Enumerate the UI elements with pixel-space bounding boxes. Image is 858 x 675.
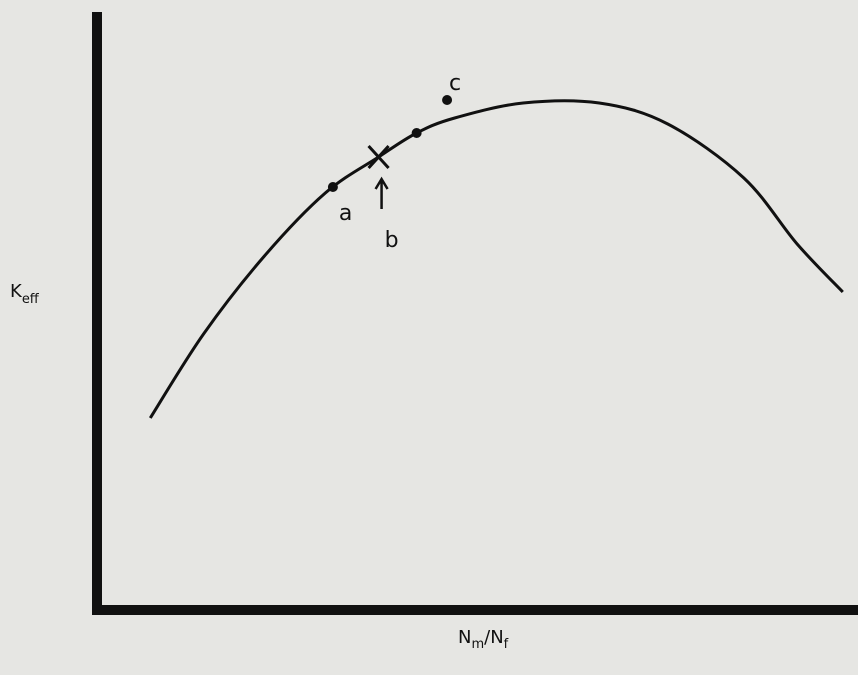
- data-point-b: b: [367, 144, 399, 253]
- y-axis-label: Keff: [10, 281, 40, 307]
- data-point-unlabeled-3: [411, 128, 422, 138]
- point-marker: [411, 128, 422, 138]
- arrow-marker: [374, 176, 389, 209]
- data-points: a b c: [327, 71, 461, 253]
- point-label-a: a: [339, 201, 352, 226]
- point-marker: [442, 95, 453, 105]
- data-point-a: a: [327, 182, 352, 226]
- plot-area: a b c: [92, 12, 858, 615]
- data-point-c: c: [442, 71, 461, 105]
- point-label-c: c: [449, 71, 461, 96]
- point-marker: [327, 182, 338, 192]
- series-line: [149, 99, 844, 419]
- cross-marker: [367, 144, 390, 170]
- point-label-b: b: [385, 228, 399, 253]
- x-axis-label: Nm/Nf: [458, 627, 509, 652]
